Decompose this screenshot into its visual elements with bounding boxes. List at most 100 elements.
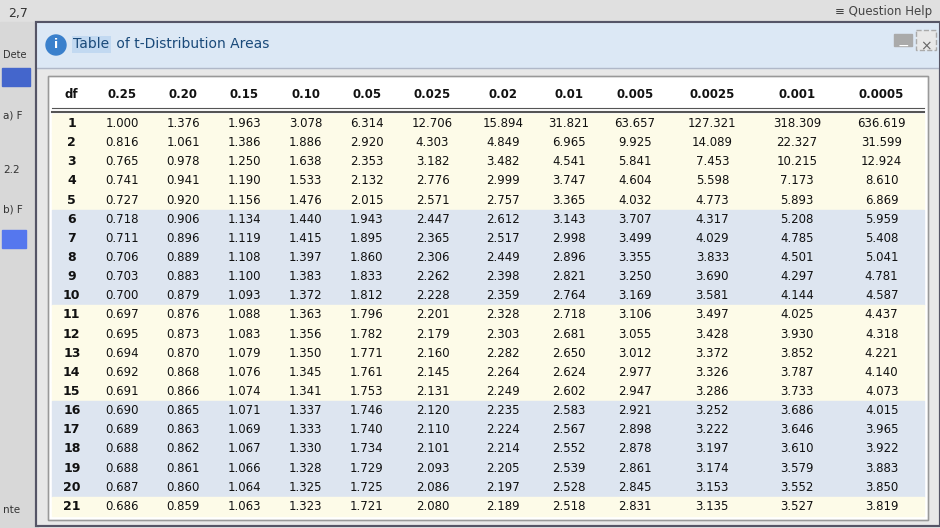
Bar	[52, 152, 924, 172]
Text: 2.160: 2.160	[415, 347, 449, 360]
Text: 636.619: 636.619	[857, 117, 906, 130]
Text: 4.221: 4.221	[865, 347, 899, 360]
Text: 3.581: 3.581	[696, 289, 729, 303]
Text: 6.869: 6.869	[865, 194, 899, 206]
Text: 0.10: 0.10	[291, 88, 320, 100]
Text: 3.610: 3.610	[780, 442, 814, 456]
Text: 3.819: 3.819	[865, 500, 899, 513]
Text: 1.061: 1.061	[166, 136, 200, 149]
Text: 1.383: 1.383	[289, 270, 322, 283]
Text: ×: ×	[920, 39, 932, 53]
Text: 18: 18	[63, 442, 81, 456]
Bar	[52, 133, 924, 152]
Bar	[52, 439, 924, 459]
Text: 0.15: 0.15	[229, 88, 258, 100]
Text: 3.787: 3.787	[780, 366, 814, 379]
Text: 7.453: 7.453	[696, 155, 729, 168]
Text: 0.941: 0.941	[166, 174, 200, 187]
Text: 2.249: 2.249	[486, 385, 520, 398]
Text: 2.189: 2.189	[486, 500, 520, 513]
Text: 2.757: 2.757	[486, 194, 520, 206]
Text: 2.264: 2.264	[486, 366, 520, 379]
Text: 4.144: 4.144	[780, 289, 814, 303]
Text: 14: 14	[63, 366, 81, 379]
Text: 4.541: 4.541	[552, 155, 586, 168]
Text: 4.073: 4.073	[865, 385, 899, 398]
Text: 0.741: 0.741	[105, 174, 139, 187]
Text: 2.831: 2.831	[618, 500, 651, 513]
Text: 3.552: 3.552	[780, 481, 814, 494]
Text: 5.959: 5.959	[865, 213, 899, 226]
Bar	[2, 230, 26, 248]
Text: 1.725: 1.725	[350, 481, 384, 494]
Text: 1.812: 1.812	[350, 289, 384, 303]
Text: 3.852: 3.852	[780, 347, 814, 360]
Text: 3.078: 3.078	[289, 117, 322, 130]
Text: 0.896: 0.896	[166, 232, 200, 245]
Text: 1.064: 1.064	[227, 481, 261, 494]
Text: 2.718: 2.718	[552, 308, 586, 322]
Text: 0.868: 0.868	[166, 366, 200, 379]
Text: 2.921: 2.921	[618, 404, 651, 417]
Text: 3.169: 3.169	[618, 289, 651, 303]
Text: 63.657: 63.657	[614, 117, 655, 130]
Text: 1.753: 1.753	[350, 385, 384, 398]
Text: 4.140: 4.140	[865, 366, 899, 379]
Text: 11: 11	[63, 308, 81, 322]
Text: 3.055: 3.055	[619, 328, 651, 341]
Text: 2.998: 2.998	[552, 232, 586, 245]
Text: 1.895: 1.895	[350, 232, 384, 245]
Bar	[52, 478, 924, 497]
Text: 14.089: 14.089	[692, 136, 733, 149]
Text: 1.761: 1.761	[350, 366, 384, 379]
Text: 0.865: 0.865	[166, 404, 200, 417]
Text: 3.482: 3.482	[486, 155, 520, 168]
Text: 1.440: 1.440	[289, 213, 322, 226]
Text: 3.733: 3.733	[780, 385, 814, 398]
Text: 2.776: 2.776	[415, 174, 449, 187]
Text: 2.214: 2.214	[486, 442, 520, 456]
Text: 2.110: 2.110	[415, 423, 449, 436]
Text: a) F: a) F	[3, 110, 23, 120]
Text: 0.711: 0.711	[105, 232, 139, 245]
Text: 318.309: 318.309	[773, 117, 822, 130]
Text: 31.599: 31.599	[861, 136, 902, 149]
Text: 2.306: 2.306	[415, 251, 449, 264]
Text: Table: Table	[73, 37, 109, 52]
Text: 0.889: 0.889	[166, 251, 200, 264]
Bar	[52, 459, 924, 478]
Text: 1.886: 1.886	[289, 136, 322, 149]
Text: 0.703: 0.703	[105, 270, 139, 283]
Text: 1.323: 1.323	[289, 500, 322, 513]
Text: of t-Distribution Areas: of t-Distribution Areas	[112, 37, 270, 52]
Text: 2.2: 2.2	[3, 165, 20, 175]
Text: 0.0025: 0.0025	[690, 88, 735, 100]
Text: 22.327: 22.327	[776, 136, 818, 149]
Bar	[52, 172, 924, 191]
Text: 1.000: 1.000	[105, 117, 139, 130]
Bar	[52, 497, 924, 516]
Text: 2.528: 2.528	[552, 481, 586, 494]
Text: 1.796: 1.796	[350, 308, 384, 322]
Text: 3.106: 3.106	[618, 308, 651, 322]
Text: 1.333: 1.333	[289, 423, 322, 436]
Text: 3.372: 3.372	[696, 347, 729, 360]
Text: 0.005: 0.005	[616, 88, 653, 100]
Text: 15: 15	[63, 385, 81, 398]
Text: 3.428: 3.428	[696, 328, 729, 341]
Text: 0.920: 0.920	[166, 194, 200, 206]
Bar	[0, 22, 38, 528]
Text: 31.821: 31.821	[548, 117, 589, 130]
Text: 0.700: 0.700	[105, 289, 139, 303]
Text: 1.100: 1.100	[227, 270, 261, 283]
Text: 12.924: 12.924	[861, 155, 902, 168]
Text: 3.355: 3.355	[619, 251, 651, 264]
Text: 0.870: 0.870	[166, 347, 200, 360]
Text: 2.235: 2.235	[486, 404, 520, 417]
Text: 0.860: 0.860	[166, 481, 200, 494]
Text: 3.497: 3.497	[696, 308, 729, 322]
Text: 3.326: 3.326	[696, 366, 729, 379]
Text: 0.873: 0.873	[166, 328, 200, 341]
Bar	[894, 34, 912, 46]
Bar	[52, 286, 924, 305]
